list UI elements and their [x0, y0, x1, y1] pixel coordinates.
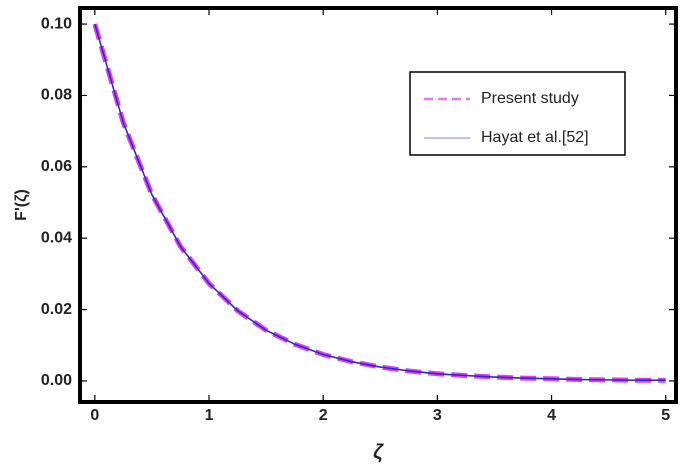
- x-tick-label: 1: [205, 407, 214, 424]
- legend-label: Hayat et al.[52]: [481, 129, 589, 146]
- y-tick-label: 0.02: [41, 301, 72, 318]
- x-tick-label: 2: [319, 407, 328, 424]
- x-tick-label: 5: [661, 407, 670, 424]
- x-tick-label: 3: [433, 407, 442, 424]
- series-line: [94, 23, 666, 382]
- y-axis-label: F'(ζ): [13, 189, 30, 221]
- legend-box: [409, 71, 626, 156]
- plot-frame: [78, 6, 678, 404]
- x-tick-label: 4: [547, 407, 556, 424]
- y-tick-label: 0.10: [41, 15, 72, 32]
- x-axis-label: ζ: [373, 441, 384, 463]
- legend-label: Present study: [481, 90, 579, 107]
- y-tick-label: 0.04: [41, 229, 72, 246]
- x-tick-label: 0: [90, 407, 99, 424]
- y-tick-label: 0.00: [41, 372, 72, 389]
- y-tick-label: 0.08: [41, 87, 72, 104]
- y-tick-label: 0.06: [41, 158, 72, 175]
